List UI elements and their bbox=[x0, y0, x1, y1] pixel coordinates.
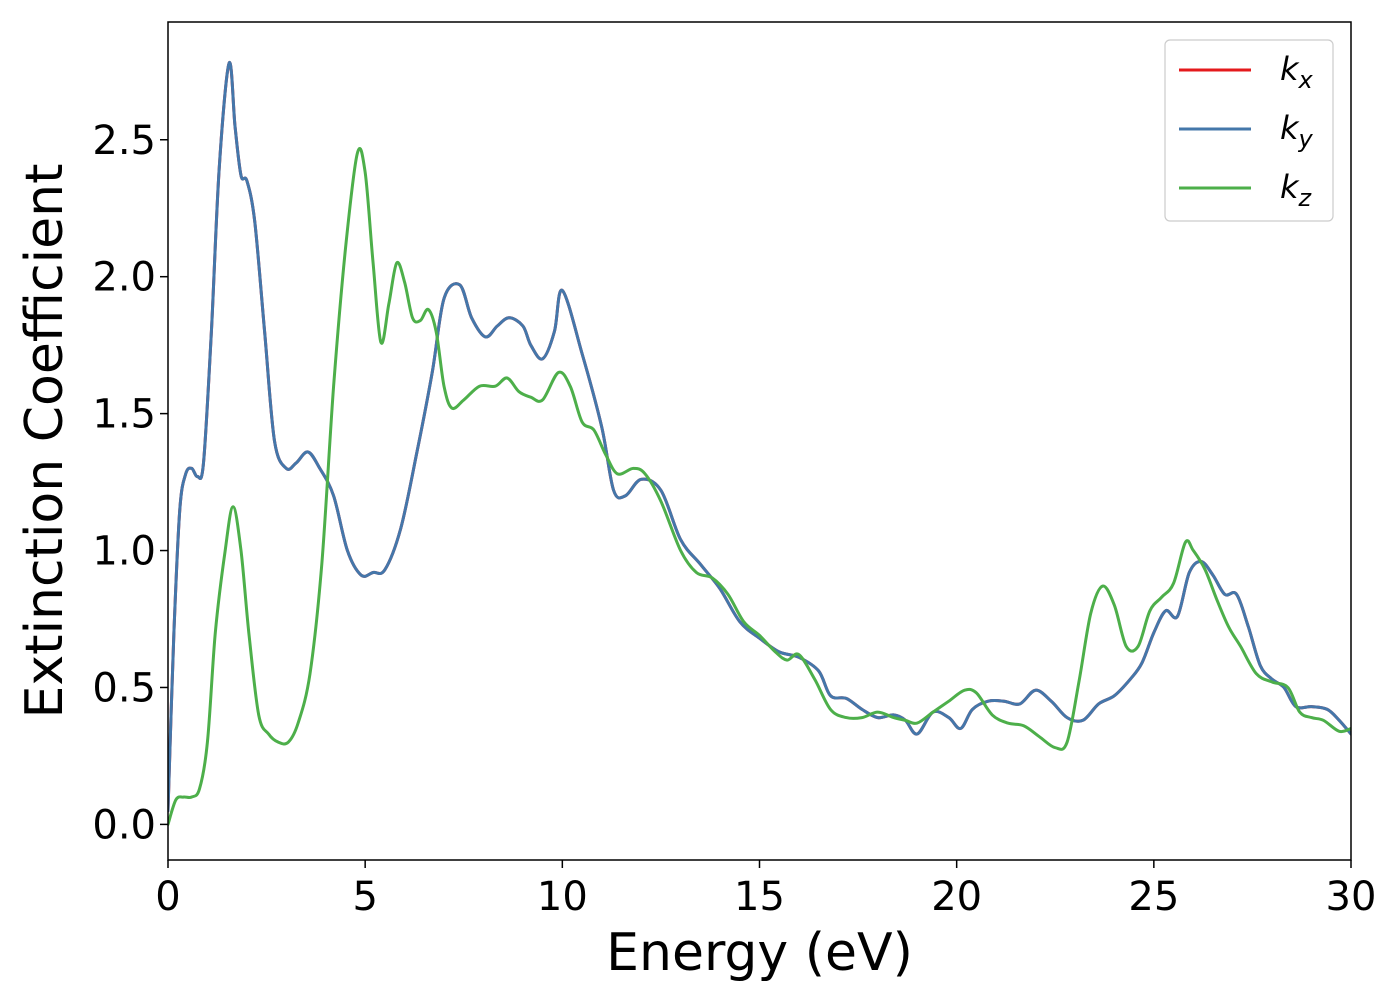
series-line-k-y bbox=[168, 61, 1351, 813]
x-tick-label: 5 bbox=[352, 874, 377, 920]
series-layer bbox=[168, 61, 1351, 826]
legend-label: kz bbox=[1280, 168, 1313, 212]
y-tick-label: 1.5 bbox=[92, 392, 156, 438]
y-tick-label: 0.0 bbox=[92, 802, 156, 848]
series-line-k-z bbox=[168, 147, 1351, 826]
y-axis-ticks: 0.0 0.5 1.0 1.5 2.0 2.5 bbox=[92, 118, 168, 848]
y-axis-label: Extinction Coefficient bbox=[15, 164, 75, 719]
x-tick-label: 10 bbox=[537, 874, 588, 920]
y-tick-label: 0.5 bbox=[92, 665, 156, 711]
x-tick-label: 15 bbox=[734, 874, 785, 920]
legend-label: ky bbox=[1280, 109, 1314, 153]
x-tick-label: 25 bbox=[1128, 874, 1179, 920]
y-tick-label: 2.5 bbox=[92, 118, 156, 164]
y-tick-label: 1.0 bbox=[92, 529, 156, 575]
y-tick-label: 2.0 bbox=[92, 255, 156, 301]
legend: kx ky kz bbox=[1164, 39, 1334, 222]
x-axis-ticks: 0 5 10 15 20 25 30 bbox=[155, 860, 1376, 920]
x-tick-label: 0 bbox=[155, 874, 180, 920]
x-tick-label: 30 bbox=[1326, 874, 1377, 920]
x-axis-label: Energy (eV) bbox=[606, 923, 913, 983]
x-tick-label: 20 bbox=[931, 874, 982, 920]
legend-label: kx bbox=[1280, 50, 1314, 94]
